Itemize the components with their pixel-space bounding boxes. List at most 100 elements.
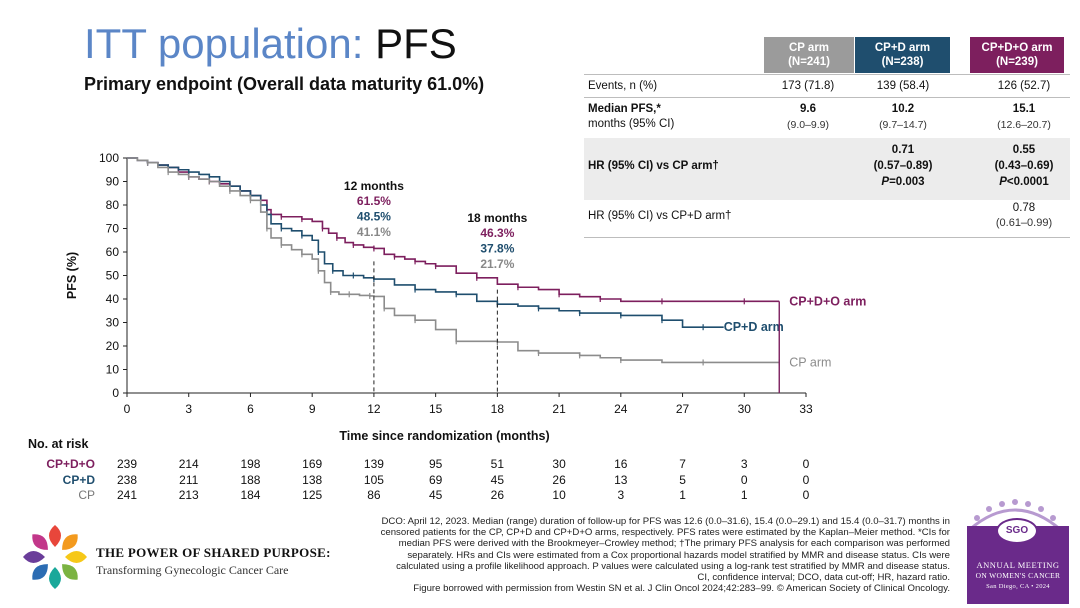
risk-label-cp: CP <box>78 488 95 502</box>
hr-ci-cpdo-vs-cp: (0.43–0.69) <box>994 160 1054 172</box>
risk-value: 0 <box>802 488 810 502</box>
x-tick-label: 30 <box>738 402 752 416</box>
p-label: P <box>881 176 890 188</box>
risk-value: 0 <box>740 472 748 487</box>
logo-petal <box>62 564 78 580</box>
median-cp: 9.6 <box>800 103 816 115</box>
median-ci-cpd: (9.7–14.7) <box>879 119 927 131</box>
risk-value: 198 <box>240 457 261 471</box>
risk-value: 211 <box>179 472 199 487</box>
landmark-value: 61.5% <box>357 194 391 208</box>
risk-value: 238 <box>116 472 138 487</box>
risk-value: 45 <box>428 488 443 502</box>
risk-value: 125 <box>302 488 323 502</box>
risk-table-title: No. at risk <box>28 437 89 451</box>
x-tick-label: 27 <box>676 402 690 416</box>
footnote-line: censored patients for the CP, CP+D and C… <box>380 527 950 539</box>
table-divider <box>584 97 1070 98</box>
sgo-figures-icon <box>968 499 1062 532</box>
landmark-title: 18 months <box>467 211 527 225</box>
risk-value: 26 <box>552 472 566 487</box>
logo-tagline: THE POWER OF SHARED PURPOSE: <box>96 545 331 560</box>
summary-table: CP arm (N=241) CP+D arm (N=238) CP+D+O arm… <box>584 37 1070 238</box>
risk-value: 30 <box>552 457 566 471</box>
x-tick-label: 18 <box>491 402 505 416</box>
header-cp: CP arm (N=241) <box>764 37 854 73</box>
y-tick-label: 0 <box>112 386 119 400</box>
p-label: P <box>999 176 1007 188</box>
logo-subtagline: Transforming Gynecologic Cancer Care <box>96 563 289 577</box>
x-tick-label: 6 <box>247 402 254 416</box>
footnote-line: calculated using a profile likelihood ap… <box>396 560 950 572</box>
risk-value: 51 <box>490 457 505 471</box>
sgo-line3: San Diego, CA • 2024 <box>986 583 1050 590</box>
x-tick-label: 9 <box>309 402 316 416</box>
series-label-cpd: CP+D arm <box>724 320 784 334</box>
risk-value: 169 <box>302 457 323 471</box>
events-cp: 173 (71.8) <box>781 80 835 92</box>
risk-value: 241 <box>116 488 138 502</box>
logo-petal <box>32 564 48 580</box>
logo-petal <box>65 551 87 563</box>
risk-value: 0 <box>802 472 810 487</box>
risk-value: 69 <box>428 472 443 487</box>
sgo-logo: ANNUAL MEETING ON WOMEN'S CANCER San Die… <box>955 496 1075 604</box>
risk-label-cpd: CP+D <box>62 472 95 487</box>
risk-value: 105 <box>363 472 384 487</box>
risk-value: 45 <box>490 472 505 487</box>
footnote-citation: Figure borrowed with permission from Wes… <box>413 583 950 595</box>
logo-petal <box>49 525 61 547</box>
header-cpdo-name: CP+D+O arm <box>981 42 1053 54</box>
hr-ci-cpd-vs-cp: (0.57–0.89) <box>873 160 933 172</box>
footnote: DCO: April 12, 2023. Median (range) dura… <box>336 516 950 594</box>
landmark-title: 12 months <box>344 179 404 193</box>
landmark-value: 37.8% <box>480 242 514 256</box>
x-tick-label: 24 <box>614 402 628 416</box>
header-cpdo-n: (N=239) <box>996 56 1038 68</box>
logo-petal <box>23 551 45 563</box>
x-axis-label: Time since randomization (months) <box>339 429 549 443</box>
median-sub-label: months (95% CI) <box>588 118 675 130</box>
hr-cpd-vs-cp: 0.71 <box>891 144 915 156</box>
risk-value: 214 <box>178 457 199 471</box>
page-subtitle: Primary endpoint (Overall data maturity … <box>84 74 485 94</box>
y-tick-label: 30 <box>106 316 120 330</box>
x-tick-label: 33 <box>799 402 813 416</box>
series-line-cpdo <box>127 157 780 303</box>
median-cpdo: 15.1 <box>1012 103 1036 115</box>
p-value: <0.0001 <box>1006 176 1049 188</box>
risk-value: 13 <box>614 472 628 487</box>
p-cpdo-vs-cp: P<0.0001 <box>980 176 1068 188</box>
logo-petal <box>49 567 61 589</box>
footnote-line: DCO: April 12, 2023. Median (range) dura… <box>381 516 951 527</box>
risk-label-cpdo: CP+D+O <box>46 457 95 471</box>
x-tick-label: 12 <box>367 402 381 416</box>
series-line-cp <box>127 157 780 364</box>
risk-value: 5 <box>679 472 686 487</box>
median-ci-cpdo: (12.6–20.7) <box>997 119 1051 131</box>
x-tick-label: 21 <box>552 402 566 416</box>
power-of-shared-purpose-logo <box>23 525 87 589</box>
table-divider <box>584 74 1070 75</box>
hr-cp-label: HR (95% CI) vs CP arm† <box>588 160 719 172</box>
landmark-value: 46.3% <box>480 226 514 240</box>
table-divider <box>584 237 1070 238</box>
risk-value: 139 <box>363 457 384 471</box>
footnote-line: separately. HRs and CIs were estimated f… <box>407 549 950 561</box>
risk-value: 26 <box>490 488 505 502</box>
risk-value: 7 <box>679 457 686 471</box>
sgo-line1: ANNUAL MEETING <box>976 560 1060 570</box>
y-tick-label: 10 <box>106 363 120 377</box>
p-cpd-vs-cp: P=0.003 <box>859 176 947 188</box>
title-part2: PFS <box>375 20 457 67</box>
series-label-cpdo: CP+D+O arm <box>789 294 866 308</box>
logo-petal <box>32 534 48 550</box>
median-cpd: 10.2 <box>891 103 915 115</box>
hr-cpd-label: HR (95% CI) vs CP+D arm† <box>588 210 732 222</box>
risk-value: 95 <box>428 457 443 471</box>
risk-value: 1 <box>679 488 686 502</box>
page-title: ITT population: PFS <box>84 18 457 70</box>
p-value: =0.003 <box>889 176 925 188</box>
y-tick-label: 80 <box>106 198 120 212</box>
